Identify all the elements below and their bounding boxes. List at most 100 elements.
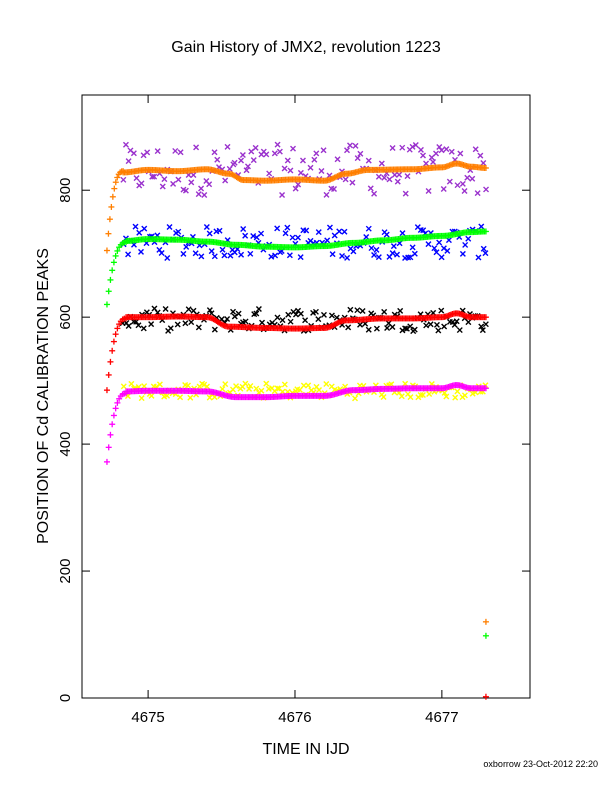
- blue-measured-point: [180, 250, 187, 257]
- blue-measured-point: [475, 254, 482, 261]
- yellow-measured-point: [398, 393, 405, 400]
- blue-measured-point: [375, 254, 382, 261]
- yellow-measured-point: [352, 395, 359, 402]
- orange-fit-point: [109, 193, 116, 200]
- orange-fit-point: [112, 179, 119, 186]
- blue-measured-point: [465, 235, 472, 242]
- black-measured-point: [182, 320, 189, 327]
- blue-measured-point: [389, 250, 396, 257]
- purple-measured-point: [231, 159, 238, 166]
- black-measured-point: [224, 316, 231, 323]
- purple-measured-point: [239, 152, 246, 159]
- purple-measured-point: [459, 180, 466, 187]
- x-axis-label: TIME IN IJD: [262, 741, 349, 758]
- blue-measured-point: [282, 230, 289, 237]
- black-measured-point: [242, 318, 249, 325]
- yellow-measured-point: [177, 394, 184, 401]
- blue-measured-point: [166, 224, 173, 230]
- purple-measured-point: [172, 147, 179, 154]
- blue-measured-point: [324, 237, 331, 244]
- purple-measured-point: [122, 141, 129, 148]
- purple-measured-point: [125, 158, 132, 165]
- blue-measured-point: [136, 229, 143, 236]
- purple-measured-point: [330, 186, 337, 193]
- yellow-measured-point: [461, 392, 468, 399]
- yellow-measured-point: [258, 387, 265, 394]
- blue-measured-point: [373, 246, 380, 253]
- yellow-measured-point: [148, 392, 155, 399]
- black-measured-point: [235, 310, 242, 317]
- blue-measured-point: [368, 245, 375, 252]
- purple-measured-point: [334, 156, 341, 163]
- purple-measured-point: [211, 149, 218, 156]
- black-measured-point: [259, 319, 266, 326]
- purple-measured-point: [446, 178, 453, 185]
- purple-measured-point: [250, 157, 257, 164]
- magenta-fit-point: [112, 405, 119, 412]
- purple-measured-point: [375, 173, 382, 180]
- yellow-measured-point: [305, 382, 312, 389]
- y-tick-label: 400: [57, 432, 74, 457]
- purple-measured-point: [354, 155, 361, 162]
- yellow-measured-point: [247, 383, 254, 390]
- purple-measured-point: [188, 179, 195, 186]
- black-measured-point: [411, 326, 418, 333]
- blue-measured-point: [431, 245, 438, 252]
- yellow-measured-point: [120, 383, 127, 390]
- black-measured-point: [167, 325, 174, 332]
- purple-measured-point: [386, 176, 393, 183]
- purple-measured-point: [454, 182, 461, 189]
- blue-measured-point: [258, 230, 265, 237]
- blue-measured-point: [294, 234, 301, 241]
- yellow-measured-point: [443, 393, 450, 400]
- yellow-measured-point: [407, 394, 414, 401]
- axis-ticks: 4675 4676 4677 0 200 400 600 800: [57, 95, 530, 726]
- purple-measured-point: [430, 158, 437, 165]
- black-measured-point: [482, 321, 489, 328]
- magenta-fit-point: [110, 412, 117, 419]
- blue-measured-point: [326, 224, 333, 231]
- black-measured-point: [347, 306, 354, 313]
- blue-measured-point: [141, 225, 148, 232]
- yellow-measured-point: [380, 394, 387, 401]
- red-fit-point: [482, 314, 489, 321]
- x-tick-label: 4675: [131, 709, 164, 726]
- black-measured-point: [135, 322, 142, 329]
- purple-measured-point: [271, 150, 278, 157]
- blue-measured-point: [274, 225, 281, 232]
- y-tick-label: 600: [57, 305, 74, 330]
- red-fit-point: [109, 347, 116, 354]
- yellow-measured-point: [426, 391, 433, 398]
- y-tick-label: 200: [57, 559, 74, 584]
- purple-measured-point: [474, 190, 481, 197]
- y-tick-label: 0: [57, 694, 74, 702]
- blue-measured-point: [219, 246, 226, 253]
- purple-measured-point: [443, 146, 450, 153]
- blue-measured-point: [331, 232, 338, 239]
- blue-measured-point: [203, 223, 210, 230]
- purple-measured-point: [244, 163, 251, 170]
- blue-measured-point: [420, 227, 427, 234]
- purple-measured-point: [287, 167, 294, 174]
- purple-measured-point: [313, 150, 320, 157]
- blue-measured-point: [158, 250, 165, 257]
- green-fit-point: [103, 301, 110, 308]
- purple-measured-point: [130, 150, 137, 157]
- purple-measured-point: [243, 167, 250, 174]
- magenta-fit-point: [105, 444, 112, 451]
- blue-measured-point: [208, 248, 215, 255]
- black-measured-point: [206, 307, 213, 314]
- purple-measured-point: [440, 186, 447, 193]
- blue-measured-point: [436, 239, 443, 246]
- black-measured-point: [230, 308, 237, 315]
- purple-measured-point: [190, 171, 197, 178]
- purple-measured-point: [238, 157, 245, 164]
- chart-title: Gain History of JMX2, revolution 1223: [171, 39, 441, 56]
- yellow-measured-point: [323, 381, 330, 387]
- blue-measured-point: [409, 244, 416, 251]
- green-fit-point: [105, 288, 112, 295]
- yellow-measured-point: [187, 394, 194, 401]
- blue-measured-point: [350, 248, 357, 255]
- red-fit-point: [103, 387, 110, 394]
- yellow-measured-point: [419, 392, 426, 398]
